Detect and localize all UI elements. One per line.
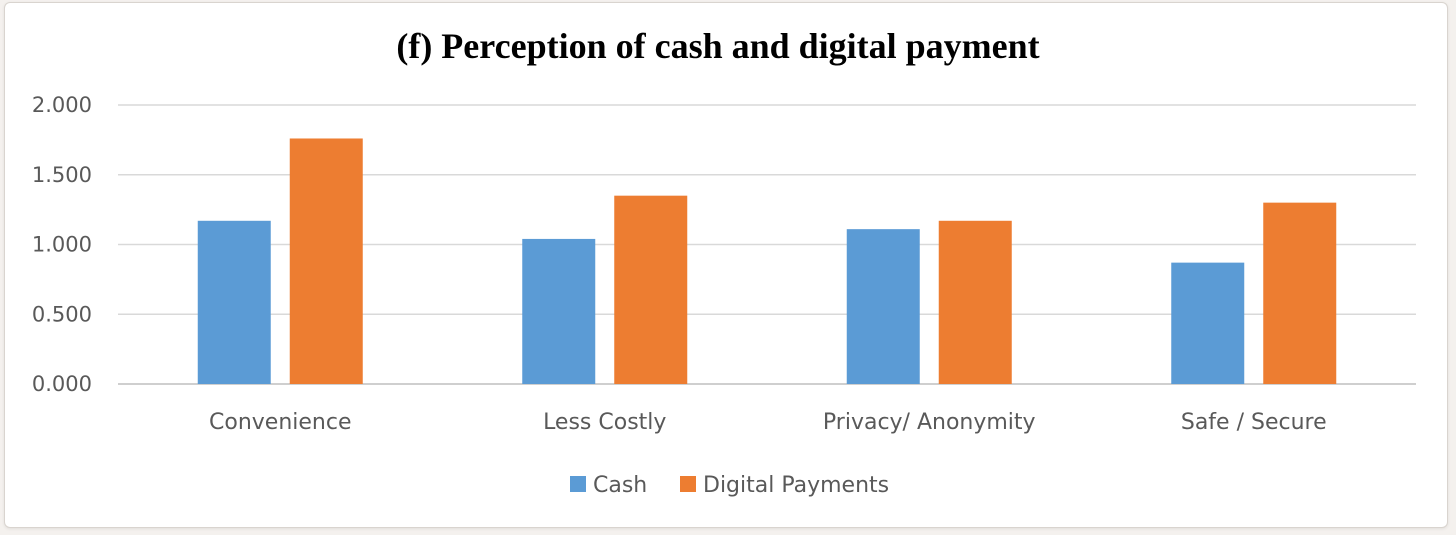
legend: Cash Digital Payments [570,473,889,498]
y-tick-label: 0.500 [32,302,92,326]
y-tick-label: 0.000 [32,372,92,396]
legend-swatch-digital-payments [680,476,696,492]
legend-label-digital-payments: Digital Payments [703,473,889,498]
bar-digital-payments-4 [1263,202,1337,384]
bar-cash-1 [197,220,271,384]
y-tick-label: 1.500 [32,163,92,187]
x-category-label: Privacy/ Anonymity [823,410,1036,435]
x-category-label: Safe / Secure [1181,410,1327,435]
bars [197,138,1337,384]
y-axis-ticks: 0.000 0.500 1.000 1.500 2.000 [32,93,92,396]
bar-digital-payments-1 [289,138,363,384]
legend-label-cash: Cash [593,473,647,498]
bar-digital-payments-3 [938,220,1012,384]
bar-cash-3 [846,229,920,384]
bar-digital-payments-2 [614,195,688,384]
y-tick-label: 1.000 [32,233,92,257]
chart-title: (f) Perception of cash and digital payme… [396,26,1039,66]
x-category-label: Convenience [209,410,351,435]
x-category-label: Less Costly [543,410,666,435]
x-axis-labels: Convenience Less Costly Privacy/ Anonymity… [209,410,1327,435]
y-tick-label: 2.000 [32,93,92,117]
bar-cash-2 [522,238,596,384]
bar-cash-4 [1171,262,1245,384]
legend-swatch-cash [570,476,586,492]
